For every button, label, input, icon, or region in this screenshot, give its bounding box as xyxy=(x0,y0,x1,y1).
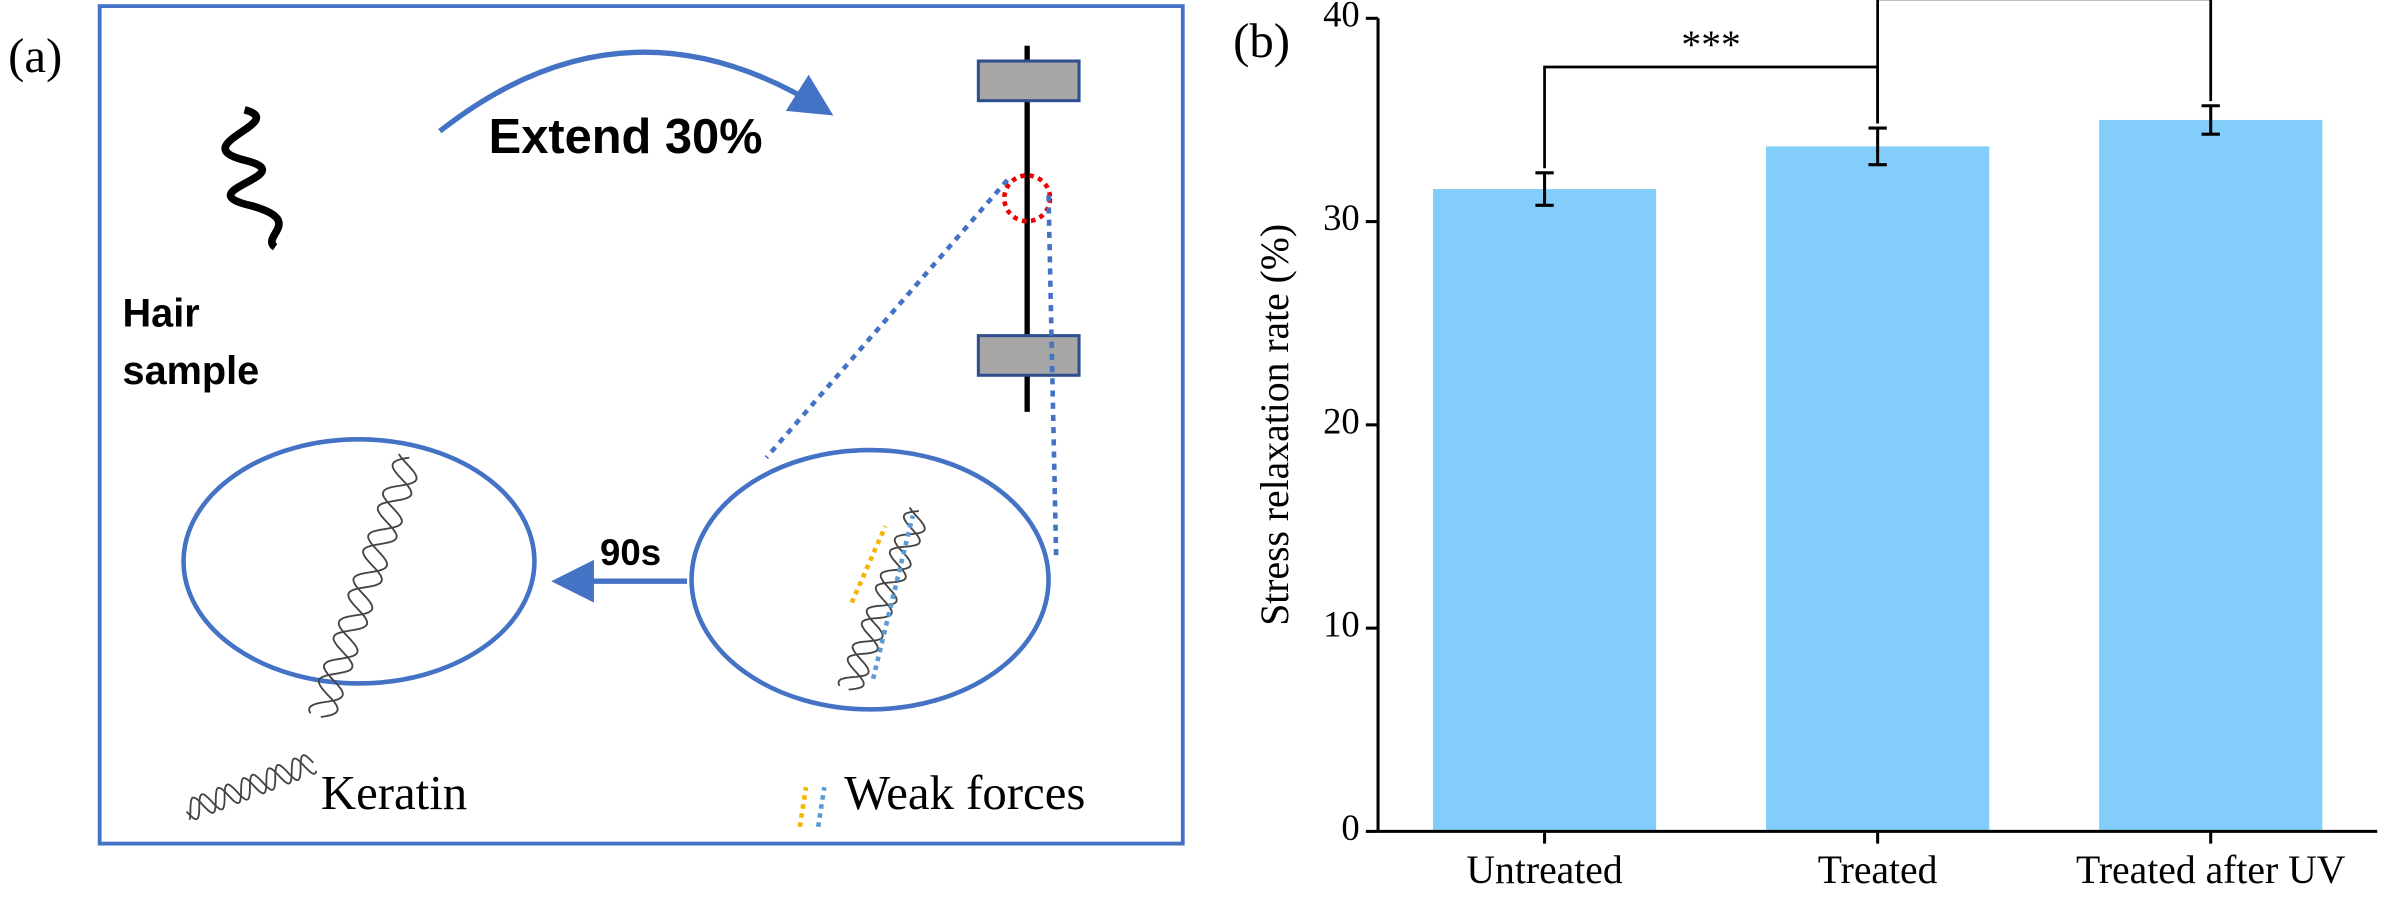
panel-label: (b) xyxy=(1233,14,1290,68)
y-tick-label: 20 xyxy=(1323,400,1360,441)
legend-label: Keratin xyxy=(321,766,467,820)
sample-label: sample xyxy=(123,349,260,393)
panel-a: (a) Hair sample Extend 30% 90s Keratin W… xyxy=(8,4,1185,846)
weak-force xyxy=(849,525,888,604)
helix-strand xyxy=(317,456,413,718)
y-tick-label: 30 xyxy=(1323,197,1360,238)
zoom-ellipse xyxy=(181,437,537,686)
x-tick-label: Treated after UV xyxy=(2076,848,2346,892)
zoom-line xyxy=(764,178,1010,460)
hair-squiggle xyxy=(221,106,283,251)
significance-bracket xyxy=(1876,0,2213,124)
zoom-ellipse xyxy=(689,447,1051,712)
helix-strand xyxy=(188,757,318,820)
y-tick-label: 40 xyxy=(1323,0,1360,35)
y-tick-label: 0 xyxy=(1341,807,1359,848)
helix-strand xyxy=(185,754,314,821)
helices xyxy=(185,453,926,821)
legend-label: Weak forces xyxy=(844,766,1085,820)
significance-label: *** xyxy=(1681,23,1740,67)
helix-strand xyxy=(308,453,418,714)
bar xyxy=(1766,146,1990,832)
clamp xyxy=(976,334,1081,377)
time-label: 90s xyxy=(600,532,661,573)
helix-strand xyxy=(846,510,921,691)
clamp xyxy=(976,59,1081,103)
x-tick-label: Untreated xyxy=(1466,848,1623,892)
y-axis-label: Stress relaxation rate (%) xyxy=(1253,224,1297,626)
x-tick-label: Treated xyxy=(1818,848,1938,892)
arrow-label: Extend 30% xyxy=(489,110,763,164)
sample-label: Hair xyxy=(123,291,200,335)
y-tick-label: 10 xyxy=(1323,604,1360,645)
panel-b: (b) Stress relaxation rate (%) 0 10 20 30 40 Un… xyxy=(1233,0,2378,892)
bar xyxy=(1432,189,1657,832)
bar xyxy=(2099,119,2323,832)
weak-force xyxy=(870,515,915,680)
panel-label: (a) xyxy=(8,29,62,83)
extend-arrow xyxy=(438,49,834,134)
panel-frame xyxy=(97,4,1185,846)
legend-swatch xyxy=(815,786,827,828)
legend-swatch xyxy=(797,786,809,828)
